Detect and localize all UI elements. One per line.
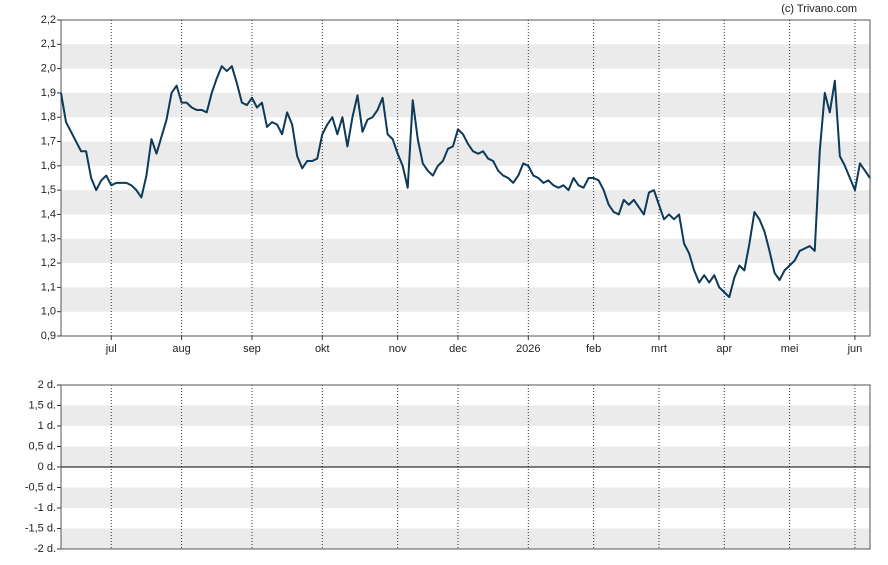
grid-band (61, 44, 870, 69)
y-tick-label: 1,1 (41, 281, 56, 293)
x-tick-label: 2026 (516, 343, 540, 355)
grid-band (61, 287, 870, 312)
x-tick-label: jun (847, 343, 863, 355)
grid-band (61, 238, 870, 264)
x-tick-label: mrt (651, 343, 667, 355)
y-tick-label: -0,5 d. (25, 481, 56, 493)
y-tick-label: 2,1 (41, 38, 56, 50)
y-tick-label: 1,0 (41, 306, 56, 318)
y-tick-label: 1,9 (41, 87, 56, 99)
x-tick-label: sep (243, 343, 261, 355)
y-tick-label: 1,8 (41, 111, 56, 123)
x-tick-label: okt (315, 343, 330, 355)
grid-band (61, 190, 870, 215)
y-tick-label: 1,2 (41, 257, 56, 269)
grid-band (61, 92, 870, 118)
y-tick-label: 1,6 (41, 160, 56, 172)
price-line (60, 65, 871, 299)
grid-band (61, 141, 870, 166)
y-tick-label: 2,2 (41, 14, 56, 26)
y-tick-label: 1,4 (41, 208, 56, 220)
y-tick-label: 2 d. (38, 379, 56, 391)
y-tick-label: 0 d. (38, 461, 56, 473)
y-tick-label: 2,0 (41, 63, 56, 75)
x-tick-label: nov (389, 343, 407, 355)
grid-band (61, 487, 870, 508)
grid-band (61, 528, 870, 549)
grid-band (61, 405, 870, 426)
y-tick-label: 1,5 d. (28, 399, 56, 411)
y-tick-label: 1,5 (41, 184, 56, 196)
x-tick-label: aug (172, 343, 190, 355)
plot-frame (60, 384, 871, 550)
y-tick-label: -2 d. (34, 543, 56, 555)
x-tick-label: apr (716, 343, 732, 355)
y-tick-label: 0,5 d. (28, 440, 56, 452)
y-tick-label: 1,7 (41, 135, 56, 147)
y-tick-label: -1 d. (34, 502, 56, 514)
credit: (c) Trivano.com (781, 3, 857, 15)
y-tick-label: -1,5 d. (25, 522, 56, 534)
grid-band (61, 446, 870, 467)
x-tick-label: mei (781, 343, 799, 355)
x-tick-label: feb (586, 343, 601, 355)
y-tick-label: 1 d. (38, 420, 56, 432)
x-tick-label: jul (105, 343, 117, 355)
x-tick-label: dec (449, 343, 467, 355)
y-tick-label: 0,9 (41, 330, 56, 342)
y-tick-label: 1,3 (41, 233, 56, 245)
